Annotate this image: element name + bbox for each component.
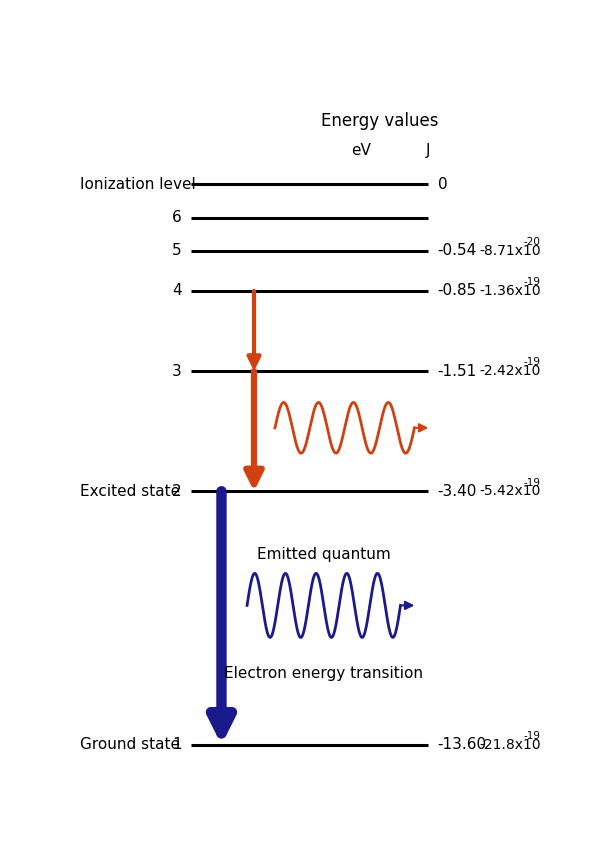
Text: -21.8x10: -21.8x10 [479, 738, 541, 752]
Text: 4: 4 [172, 284, 182, 298]
Text: Energy values: Energy values [321, 112, 439, 130]
Text: -5.42x10: -5.42x10 [479, 485, 541, 499]
Text: 5: 5 [172, 244, 182, 258]
Text: -19: -19 [524, 357, 541, 368]
Text: -13.60: -13.60 [438, 738, 487, 753]
Text: 2: 2 [172, 484, 182, 499]
Text: -19: -19 [524, 478, 541, 487]
Text: 0: 0 [438, 177, 448, 192]
Text: -19: -19 [524, 277, 541, 287]
Text: 3: 3 [172, 363, 182, 379]
Text: -1.36x10: -1.36x10 [479, 284, 541, 298]
Text: -3.40: -3.40 [438, 484, 477, 499]
Text: Electron energy transition: Electron energy transition [224, 667, 423, 681]
Text: Ionization level: Ionization level [80, 177, 196, 192]
Text: -19: -19 [524, 731, 541, 741]
Text: -8.71x10: -8.71x10 [479, 244, 541, 257]
Text: Emitted quantum: Emitted quantum [257, 547, 391, 562]
Text: eV: eV [351, 143, 371, 159]
Text: -2.42x10: -2.42x10 [479, 364, 541, 378]
Text: Excited state: Excited state [80, 484, 180, 499]
Text: -20: -20 [524, 238, 541, 247]
Text: 6: 6 [172, 210, 182, 225]
Text: 1: 1 [172, 738, 182, 753]
Text: Ground state: Ground state [80, 738, 179, 753]
Text: -0.54: -0.54 [438, 244, 477, 258]
Text: -1.51: -1.51 [438, 363, 477, 379]
Text: J: J [426, 143, 431, 159]
Text: -0.85: -0.85 [438, 284, 477, 298]
